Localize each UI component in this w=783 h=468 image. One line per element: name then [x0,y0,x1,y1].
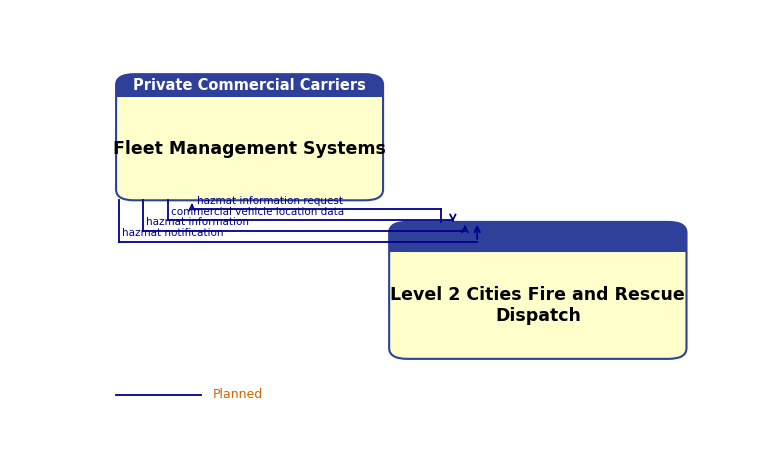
Text: Private Commercial Carriers: Private Commercial Carriers [133,78,366,93]
FancyBboxPatch shape [389,222,687,252]
Text: commercial vehicle location data: commercial vehicle location data [171,206,344,217]
Text: Level 2 Cities Fire and Rescue
Dispatch: Level 2 Cities Fire and Rescue Dispatch [391,286,685,325]
Bar [389,237,687,252]
Text: hazmat notification: hazmat notification [122,228,224,238]
FancyBboxPatch shape [116,74,383,97]
Text: Fleet Management Systems: Fleet Management Systems [114,139,386,158]
Text: hazmat information: hazmat information [146,217,250,227]
Text: Planned: Planned [213,388,263,402]
Text: hazmat information request: hazmat information request [197,196,343,206]
Bar [116,86,383,97]
FancyBboxPatch shape [389,222,687,359]
FancyBboxPatch shape [116,74,383,200]
